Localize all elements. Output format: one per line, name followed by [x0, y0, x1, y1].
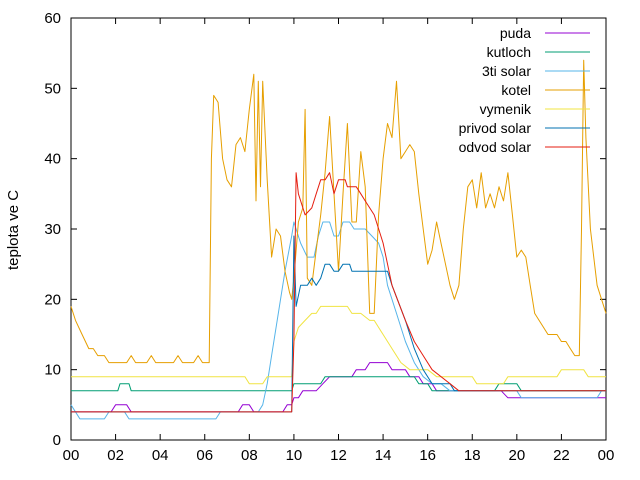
x-tick-label: 00: [598, 447, 615, 464]
y-tick-label: 20: [44, 291, 61, 308]
series-line-privod-solar: [71, 235, 606, 413]
series-layer: [70, 59, 607, 420]
legend-label-puda: puda: [500, 25, 531, 41]
x-tick-label: 16: [419, 447, 436, 464]
x-tick-label: 10: [286, 447, 303, 464]
series-line-vymenik: [71, 305, 606, 385]
x-tick-label: 00: [63, 447, 80, 464]
series-line-puda: [71, 362, 606, 413]
series-line-kutloch: [71, 376, 606, 392]
grid-and-axes: [70, 17, 607, 441]
x-tick-label: 12: [330, 447, 347, 464]
legend: puda kutloch 3ti solar kotel vymenik privod s…: [459, 25, 590, 155]
x-tick-label: 02: [107, 447, 124, 464]
legend-label-vymenik: vymenik: [480, 101, 532, 117]
y-tick-label: 10: [44, 362, 61, 379]
series-line-odvod-solar: [71, 172, 606, 413]
x-tick-label: 20: [508, 447, 525, 464]
y-tick-label: 50: [44, 80, 61, 97]
x-tick-label: 18: [464, 447, 481, 464]
legend-label-kotel: kotel: [501, 82, 531, 98]
x-tick-label: 04: [152, 447, 169, 464]
legend-label-odvod-solar: odvod solar: [459, 139, 532, 155]
x-tick-label: 14: [375, 447, 392, 464]
x-tick-label: 08: [241, 447, 258, 464]
y-tick-label: 60: [44, 10, 61, 27]
legend-label-privod-solar: privod solar: [459, 120, 532, 136]
x-tick-label: 06: [196, 447, 213, 464]
y-tick-label: 30: [44, 221, 61, 238]
legend-label-3ti-solar: 3ti solar: [482, 63, 531, 79]
tick-labels: 0 10 20 30 40 50 60 00 02 04 06 08 10 12 14 16 18 20 22 00: [44, 10, 614, 464]
x-tick-label: 22: [553, 447, 570, 464]
y-tick-label: 40: [44, 151, 61, 168]
y-tick-label: 0: [53, 432, 61, 449]
y-axis-label: teplota ve C: [5, 190, 22, 270]
legend-label-kutloch: kutloch: [487, 44, 531, 60]
series-line-kotel: [70, 59, 607, 364]
series-line-3ti-solar: [70, 221, 606, 420]
